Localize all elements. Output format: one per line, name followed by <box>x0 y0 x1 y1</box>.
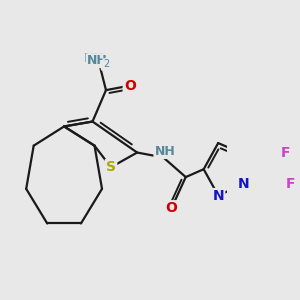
Text: NH: NH <box>87 54 107 67</box>
Text: 2: 2 <box>103 58 109 69</box>
Text: N: N <box>237 177 249 191</box>
Text: NH: NH <box>154 145 175 158</box>
Text: N: N <box>212 189 224 203</box>
Text: S: S <box>106 160 116 174</box>
Text: F: F <box>281 146 290 160</box>
Text: F: F <box>285 177 295 191</box>
Text: ₂: ₂ <box>102 60 106 70</box>
Text: O: O <box>165 202 177 215</box>
Text: O: O <box>124 79 136 93</box>
Text: NH: NH <box>84 52 104 65</box>
